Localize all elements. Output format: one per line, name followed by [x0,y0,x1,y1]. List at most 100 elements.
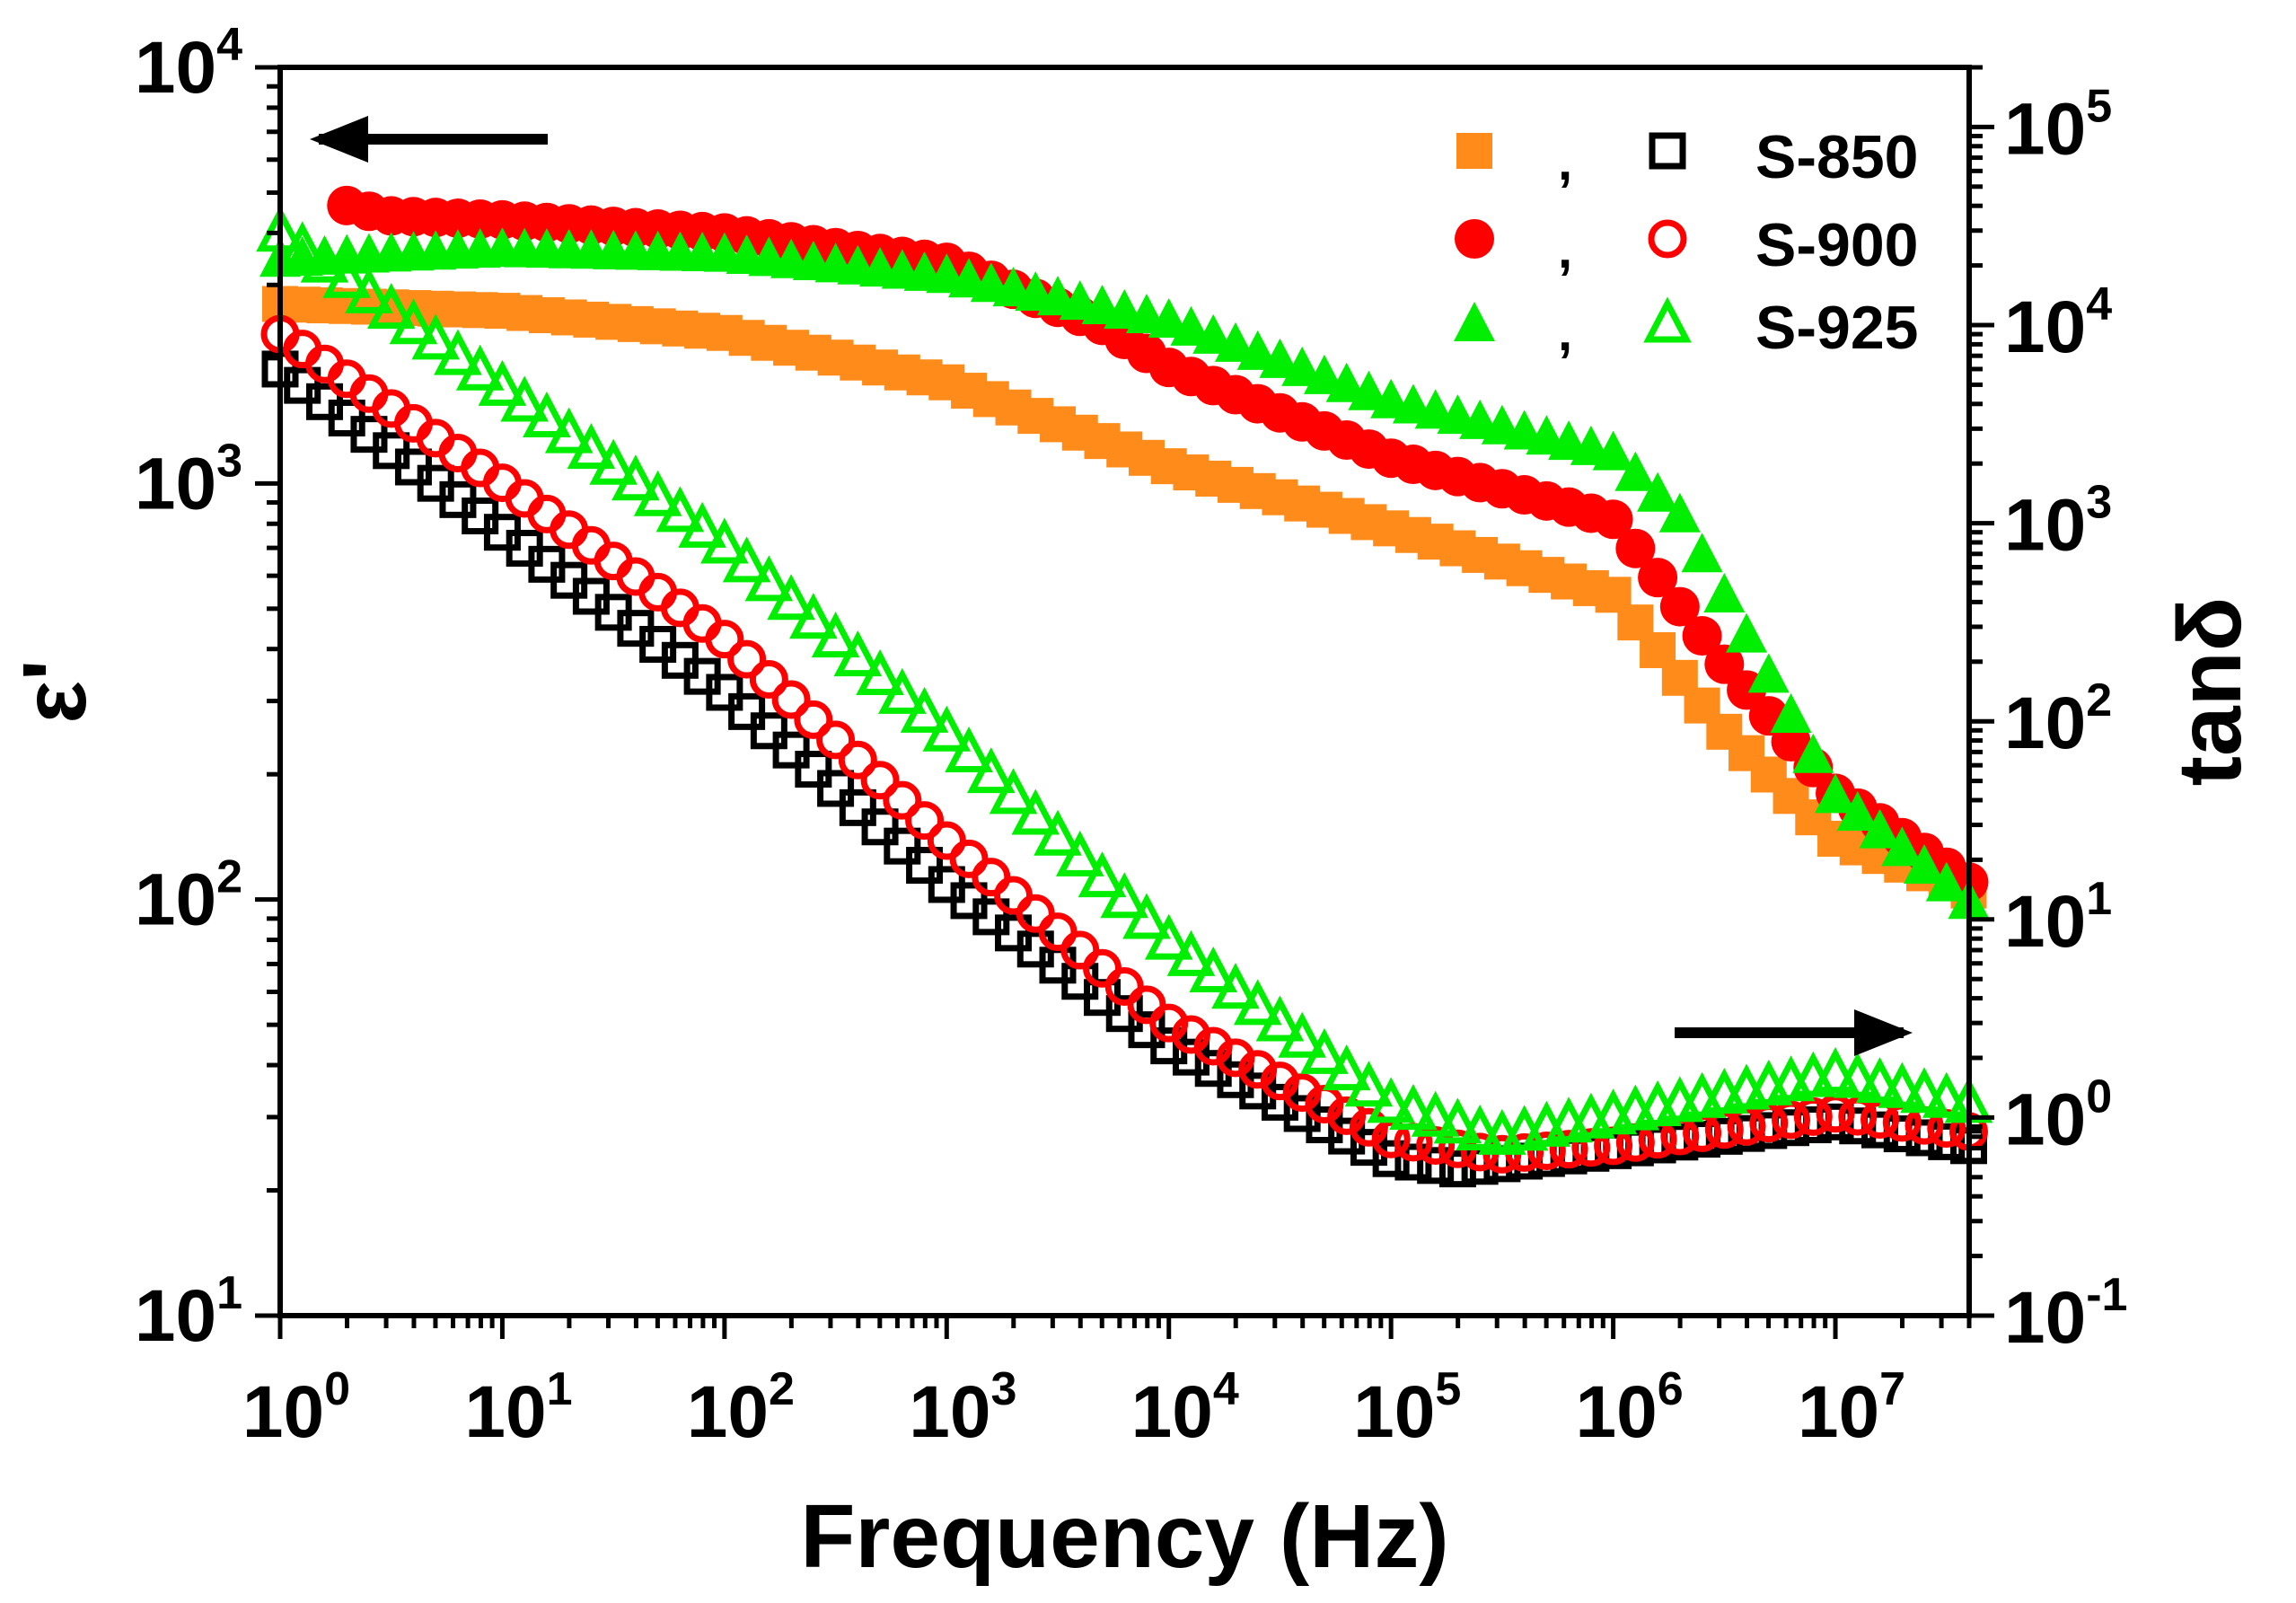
data-point [728,692,766,730]
x-tick-label: 101 [464,1363,572,1453]
x-tick-label: 100 [242,1363,350,1453]
data-point [706,674,743,711]
data-point [727,639,767,679]
data-point [1615,528,1656,568]
y-right-tick-label: 104 [2004,278,2112,368]
data-point [1189,947,1238,993]
data-point [749,660,788,700]
x-tick-label: 104 [1131,1363,1239,1453]
data-point [1861,1099,1900,1139]
series-layer [256,185,1993,1188]
legend-label: S-850 [1755,123,1918,191]
data-point [1214,321,1256,362]
data-point [589,438,638,485]
data-point [1682,616,1722,656]
data-point [860,761,900,800]
data-point [1192,313,1235,354]
y-axis-label-right: tanδ [2160,597,2260,787]
right-axis-arrow [1675,1009,1913,1056]
y-right-tick-label: 105 [2004,80,2112,170]
data-point [878,667,927,714]
x-tick-label: 102 [687,1363,795,1453]
data-point [1122,893,1171,939]
y-right-tick-label: 100 [2004,1070,2112,1160]
data-point [883,780,922,820]
data-point [922,705,972,752]
data-point [771,680,811,719]
data-point [1194,1050,1232,1088]
data-point [856,648,904,696]
data-point [817,770,855,807]
data-point [1811,1047,1860,1094]
data-point [1833,1052,1882,1098]
data-point [1261,1083,1298,1121]
data-point [1593,499,1633,540]
data-point [705,620,744,659]
legend-tan-marker [1643,296,1692,343]
data-point [1016,894,1055,933]
data-point [1878,1061,1927,1108]
legend-entry-s-850: , S-850 [1456,123,1918,191]
data-point [678,501,726,548]
data-point [1055,830,1104,876]
data-point [1300,1027,1349,1074]
data-point [1172,1038,1210,1076]
data-point [1855,1057,1905,1104]
data-point [1166,929,1216,976]
data-point [1233,979,1282,1026]
data-point [1747,653,1790,693]
data-point [750,712,787,750]
data-point [927,821,966,860]
data-point [1770,693,1812,734]
data-point [455,344,505,391]
plot-frame [277,65,1972,1318]
legend-separator: , [1558,304,1572,362]
data-point [700,517,749,564]
data-point [655,486,705,533]
data-point [1704,644,1745,684]
data-point [567,423,616,470]
data-point [838,740,877,779]
data-point [366,283,416,330]
legend-tan-marker [1648,219,1687,259]
data-point [1815,773,1857,814]
legend-entry-s-900: , S-900 [1455,211,1918,279]
data-point [1592,430,1634,471]
data-point [722,536,771,583]
data-point [1389,1084,1438,1131]
series-s-925-eps [260,227,1990,920]
data-point [1303,354,1345,394]
data-point [1255,995,1305,1042]
data-point [389,298,438,345]
data-point [1881,826,1923,867]
data-point [1011,788,1060,835]
series-s-925-tan [256,206,1993,1155]
data-point [816,720,856,760]
data-point [1659,586,1700,627]
data-point [833,630,883,677]
arrow-head [310,116,368,163]
data-point [1211,963,1260,1009]
data-point [611,454,660,501]
data-point [1638,558,1678,598]
data-point [1170,305,1212,346]
annotation-layer [310,116,1913,1056]
data-point [1526,1131,1566,1170]
legend-label: S-925 [1755,294,1918,362]
data-point [1281,346,1324,386]
data-point [1792,733,1834,773]
y-right-tick-label: 103 [2004,477,2112,567]
data-point [345,267,393,313]
data-point [500,375,549,422]
data-point [949,839,989,878]
data-point [1348,370,1390,410]
data-point [1322,1044,1371,1091]
data-point [1100,872,1149,919]
y-right-tick-label: 10-1 [2004,1269,2127,1359]
data-point [1367,1077,1415,1123]
data-point [1034,809,1082,856]
data-point [1836,791,1878,832]
data-point [1637,471,1679,512]
